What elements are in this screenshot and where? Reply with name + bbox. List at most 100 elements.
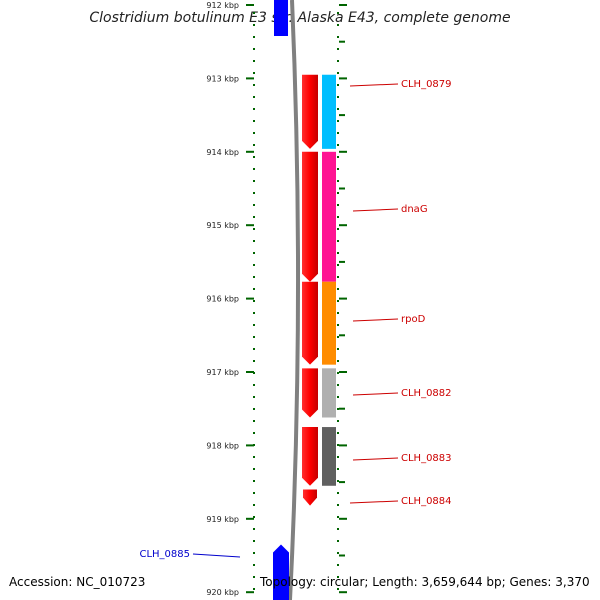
major-tick-right — [339, 591, 347, 594]
half-tick — [339, 334, 345, 337]
ruler: 912 kbp 913 kbp 914 kbp 915 kbp 916 kbp 917 k… — [206, 1, 347, 597]
minor-tick — [337, 192, 339, 194]
minor-tick — [253, 396, 255, 398]
leader-line — [349, 500, 399, 504]
minor-tick — [253, 432, 255, 434]
minor-tick — [253, 156, 255, 158]
minor-tick — [253, 60, 255, 62]
gene-track — [322, 74, 336, 486]
minor-tick — [337, 300, 339, 302]
minor-tick — [337, 540, 339, 542]
gene-label-CLH_0883: CLH_0883 — [401, 453, 452, 464]
minor-tick — [337, 504, 339, 506]
minor-tick — [337, 132, 339, 134]
minor-tick — [253, 516, 255, 518]
minor-tick — [253, 240, 255, 242]
minor-tick — [253, 24, 255, 26]
cds-reverse-top — [274, 0, 288, 36]
minor-tick — [253, 228, 255, 230]
minor-tick — [253, 528, 255, 530]
major-tick — [246, 297, 254, 300]
gene-block-CLH_0882 — [322, 368, 336, 418]
major-tick — [246, 591, 254, 594]
tick-label: 916 kbp — [206, 295, 239, 304]
cds-arrow-CLH_0885 — [273, 544, 289, 600]
minor-tick — [253, 336, 255, 338]
minor-tick — [253, 204, 255, 206]
minor-tick — [253, 300, 255, 302]
minor-tick — [337, 144, 339, 146]
minor-tick — [337, 120, 339, 122]
minor-tick — [253, 108, 255, 110]
major-tick — [246, 444, 254, 447]
cds-arrow-dnaG — [302, 151, 318, 282]
major-tick-right — [339, 224, 347, 227]
minor-tick — [337, 336, 339, 338]
half-tick — [339, 260, 345, 263]
major-tick — [246, 150, 254, 153]
minor-tick — [253, 420, 255, 422]
backbone — [288, 0, 301, 600]
minor-tick — [337, 264, 339, 266]
minor-tick — [337, 396, 339, 398]
minor-tick — [337, 468, 339, 470]
major-tick — [246, 77, 254, 80]
minor-tick — [253, 72, 255, 74]
minor-tick — [337, 84, 339, 86]
minor-tick — [253, 312, 255, 314]
minor-tick — [253, 48, 255, 50]
minor-tick — [253, 480, 255, 482]
gene-label-CLH_0882: CLH_0882 — [401, 388, 452, 399]
minor-tick — [337, 108, 339, 110]
tick-label: 913 kbp — [206, 74, 239, 83]
minor-tick — [337, 240, 339, 242]
major-tick — [246, 371, 254, 373]
minor-tick — [253, 576, 255, 578]
minor-tick — [337, 528, 339, 530]
cds-track — [273, 0, 318, 600]
half-tick — [339, 40, 345, 43]
minor-tick — [337, 576, 339, 578]
leader-line — [352, 208, 399, 212]
minor-tick — [337, 564, 339, 566]
minor-tick — [337, 348, 339, 350]
minor-tick — [253, 132, 255, 134]
minor-tick — [337, 60, 339, 62]
major-tick-right — [339, 150, 347, 153]
minor-tick — [253, 192, 255, 194]
major-tick-right — [339, 444, 347, 447]
minor-tick — [337, 180, 339, 182]
tick-label: 915 kbp — [206, 221, 239, 230]
tick-label: 917 kbp — [206, 368, 239, 377]
minor-tick — [253, 552, 255, 554]
minor-tick — [253, 216, 255, 218]
major-tick-right — [339, 297, 347, 300]
cds-arrow-CLH_0882 — [302, 368, 318, 418]
minor-tick — [337, 420, 339, 422]
tick-label: 920 kbp — [206, 588, 239, 597]
minor-tick — [253, 252, 255, 254]
minor-tick — [337, 516, 339, 518]
cds-arrow-CLH_0879 — [302, 74, 318, 149]
minor-tick — [253, 540, 255, 542]
minor-tick — [337, 372, 339, 374]
gene-label-dnaG: dnaG — [401, 204, 428, 215]
leader-line — [192, 553, 241, 558]
minor-tick — [253, 456, 255, 458]
half-tick — [339, 187, 345, 190]
minor-tick — [253, 408, 255, 410]
gene-label-rpoD: rpoD — [401, 314, 426, 325]
gene-label-CLH_0879: CLH_0879 — [401, 79, 452, 90]
minor-tick — [253, 504, 255, 506]
major-tick — [246, 517, 254, 520]
gene-block-CLH_0883 — [322, 427, 336, 486]
minor-tick — [337, 24, 339, 26]
half-tick — [339, 481, 345, 484]
minor-tick — [337, 168, 339, 170]
minor-tick — [253, 120, 255, 122]
minor-tick — [337, 480, 339, 482]
minor-tick — [253, 168, 255, 170]
gene-labels: CLH_0879 dnaG rpoD CLH_0882 CLH_0883 CLH_0884… — [139, 79, 451, 560]
minor-tick — [253, 276, 255, 278]
minor-tick — [337, 156, 339, 158]
